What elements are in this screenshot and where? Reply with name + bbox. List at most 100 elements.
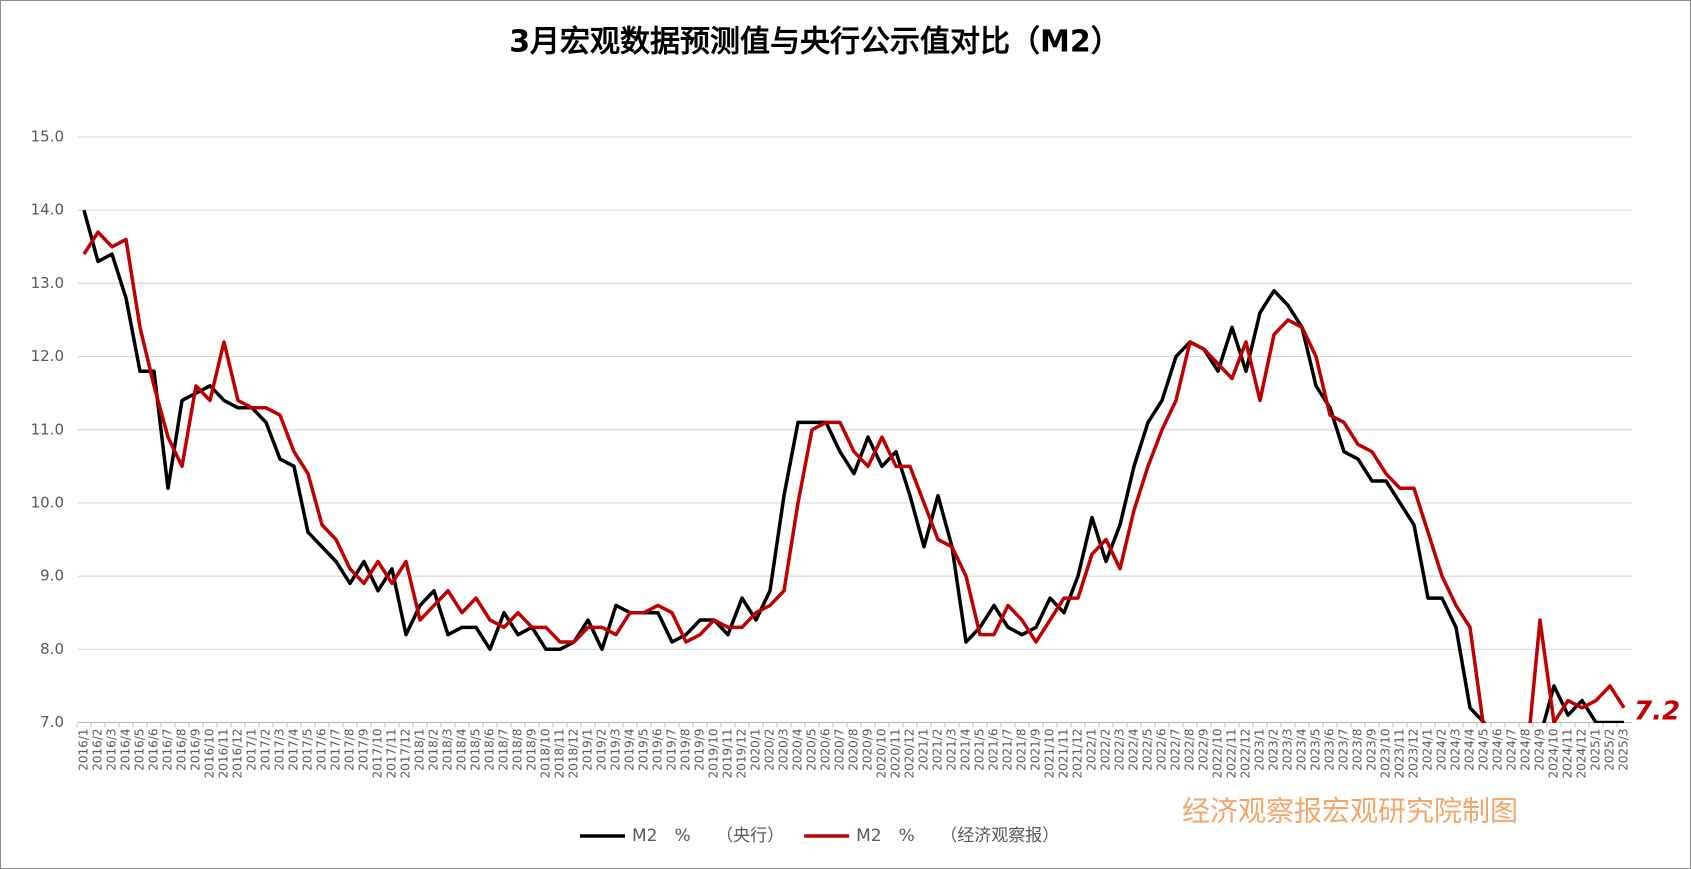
x-tick-label: 2024/2: [1435, 729, 1449, 771]
x-tick-label: 2022/11: [1225, 729, 1239, 779]
x-tick-label: 2024/1: [1421, 729, 1435, 771]
x-tick-label: 2022/3: [1113, 729, 1127, 771]
x-tick-label: 2016/7: [161, 729, 175, 771]
x-tick-label: 2024/7: [1505, 729, 1519, 771]
x-tick-label: 2018/5: [469, 729, 483, 771]
x-tick-label: 2023/4: [1295, 729, 1309, 771]
x-tick-label: 2025/3: [1617, 729, 1631, 771]
x-tick-label: 2022/1: [1085, 729, 1099, 771]
x-tick-label: 2019/9: [693, 729, 707, 771]
y-tick-label: 13.0: [31, 274, 64, 292]
y-tick-label: 7.0: [40, 713, 64, 731]
x-tick-label: 2023/1: [1253, 729, 1267, 771]
x-tick-label: 2023/8: [1351, 729, 1365, 771]
chart-title: 3月宏观数据预测值与央行公示值对比（M2）: [509, 25, 1121, 60]
legend-label: M2 % （央行）: [632, 826, 784, 846]
x-tick-label: 2023/5: [1309, 729, 1323, 771]
x-tick-label: 2022/8: [1183, 729, 1197, 771]
x-tick-label: 2017/4: [287, 729, 301, 771]
x-tick-label: 2018/7: [497, 729, 511, 771]
x-tick-label: 2020/2: [763, 729, 777, 771]
x-tick-label: 2021/1: [917, 729, 931, 771]
x-tick-label: 2019/5: [637, 729, 651, 771]
x-tick-label: 2016/11: [217, 729, 231, 779]
plot-area: [82, 209, 1626, 723]
x-tick-label: 2021/12: [1071, 729, 1085, 779]
x-tick-label: 2019/6: [651, 729, 665, 771]
x-tick-label: 2021/9: [1029, 729, 1043, 771]
x-tick-label: 2024/11: [1561, 729, 1575, 779]
x-tick-label: 2022/10: [1211, 729, 1225, 779]
x-tick-label: 2020/3: [777, 729, 791, 771]
x-tick-label: 2018/12: [567, 729, 581, 779]
x-tick-label: 2022/2: [1099, 729, 1113, 771]
x-tick-label: 2017/8: [343, 729, 357, 771]
x-tick-label: 2025/2: [1603, 729, 1617, 771]
x-tick-label: 2021/10: [1043, 729, 1057, 779]
x-tick-label: 2023/7: [1337, 729, 1351, 771]
x-tick-label: 2018/6: [483, 729, 497, 771]
legend-label: M2 % （经济观察报）: [856, 826, 1059, 846]
y-tick-label: 10.0: [31, 493, 64, 511]
x-tick-label: 2016/10: [203, 729, 217, 779]
y-tick-label: 15.0: [31, 128, 64, 146]
series-line: [82, 230, 1626, 723]
x-tick-label: 2020/8: [847, 729, 861, 771]
x-tick-label: 2016/3: [105, 729, 119, 771]
x-tick-label: 2024/6: [1491, 729, 1505, 771]
x-tick-label: 2019/1: [581, 729, 595, 771]
x-tick-label: 2017/12: [399, 729, 413, 779]
x-tick-label: 2017/5: [301, 729, 315, 771]
x-tick-label: 2020/11: [889, 729, 903, 779]
x-tick-label: 2023/10: [1379, 729, 1393, 779]
x-tick-label: 2020/5: [805, 729, 819, 771]
x-tick-label: 2018/3: [441, 729, 455, 771]
x-tick-label: 2019/8: [679, 729, 693, 771]
x-tick-label: 2018/10: [539, 729, 553, 779]
x-tick-label: 2024/10: [1547, 729, 1561, 779]
x-tick-label: 2019/4: [623, 729, 637, 771]
x-tick-label: 2017/1: [245, 729, 259, 771]
y-tick-label: 9.0: [40, 567, 64, 585]
x-tick-label: 2019/10: [707, 729, 721, 779]
x-tick-label: 2019/2: [595, 729, 609, 771]
x-tick-label: 2022/4: [1127, 729, 1141, 771]
x-tick-label: 2021/4: [959, 729, 973, 771]
x-tick-label: 2016/9: [189, 729, 203, 771]
x-tick-label: 2025/1: [1589, 729, 1603, 771]
x-tick-label: 2020/7: [833, 729, 847, 771]
x-tick-label: 2016/5: [133, 729, 147, 771]
x-tick-label: 2021/6: [987, 729, 1001, 771]
x-tick-label: 2021/7: [1001, 729, 1015, 771]
x-tick-label: 2022/12: [1239, 729, 1253, 779]
x-tick-label: 2019/7: [665, 729, 679, 771]
x-tick-label: 2022/7: [1169, 729, 1183, 771]
y-tick-label: 12.0: [31, 347, 64, 365]
x-tick-label: 2017/9: [357, 729, 371, 771]
y-tick-label: 8.0: [40, 640, 64, 658]
x-tick-label: 2024/12: [1575, 729, 1589, 779]
x-tick-label: 2024/5: [1477, 729, 1491, 771]
x-tick-label: 2024/9: [1533, 729, 1547, 771]
x-tick-label: 2020/12: [903, 729, 917, 779]
x-tick-label: 2024/8: [1519, 729, 1533, 771]
x-tick-label: 2024/3: [1449, 729, 1463, 771]
x-tick-label: 2017/2: [259, 729, 273, 771]
x-tick-label: 2017/7: [329, 729, 343, 771]
x-tick-label: 2023/11: [1393, 729, 1407, 779]
x-tick-label: 2022/5: [1141, 729, 1155, 771]
x-tick-label: 2016/8: [175, 729, 189, 771]
x-tick-label: 2020/1: [749, 729, 763, 771]
x-tick-label: 2021/3: [945, 729, 959, 771]
x-tick-label: 2021/5: [973, 729, 987, 771]
x-tick-label: 2023/6: [1323, 729, 1337, 771]
x-tick-label: 2023/12: [1407, 729, 1421, 779]
x-tick-label: 2016/6: [147, 729, 161, 771]
x-tick-label: 2017/10: [371, 729, 385, 779]
x-tick-label: 2016/2: [91, 729, 105, 771]
x-tick-label: 2019/3: [609, 729, 623, 771]
x-tick-label: 2020/9: [861, 729, 875, 771]
x-tick-label: 2023/9: [1365, 729, 1379, 771]
x-tick-label: 2023/3: [1281, 729, 1295, 771]
